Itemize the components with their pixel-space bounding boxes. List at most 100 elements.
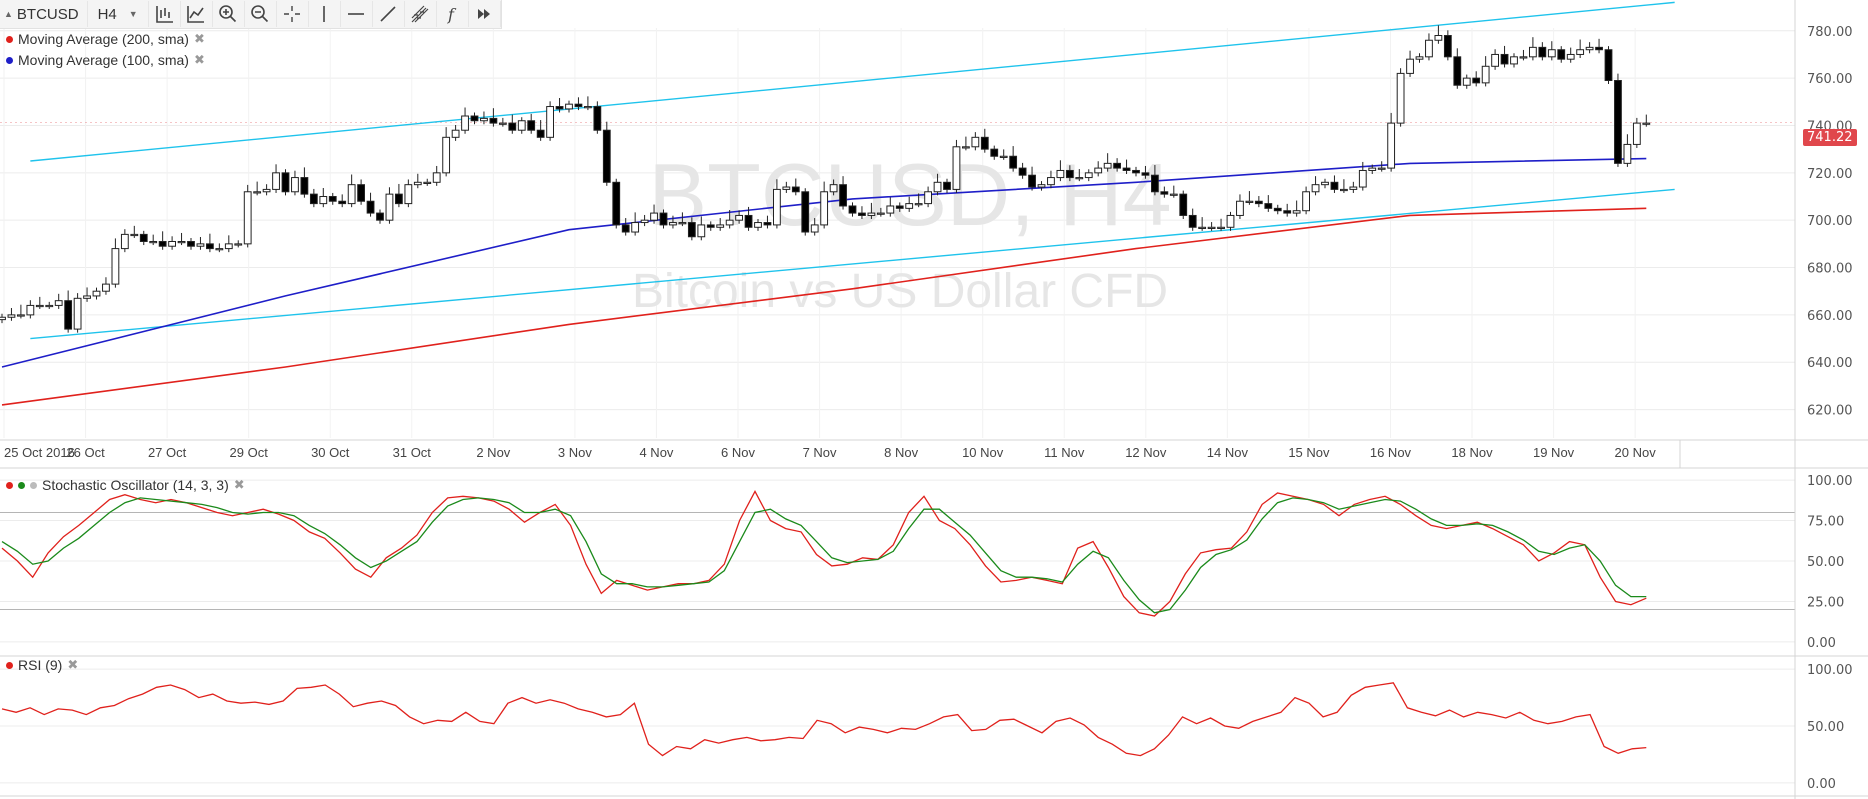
candle-body: [470, 115, 479, 122]
candle-body: [461, 115, 469, 131]
channel-lower-line[interactable]: [30, 188, 1675, 340]
candle-body: [92, 290, 101, 297]
candle-body: [253, 191, 262, 194]
candle-body: [1169, 193, 1178, 196]
candle-body: [1604, 49, 1613, 81]
candle-body: [773, 188, 781, 226]
time-tick-label: 7 Nov: [803, 445, 837, 460]
bar-style-button[interactable]: [149, 1, 181, 27]
pitchfork-button[interactable]: [405, 1, 437, 27]
candle-body: [357, 184, 366, 202]
close-icon[interactable]: ✖: [233, 477, 245, 492]
more-tools-button[interactable]: [469, 1, 501, 27]
crosshair-button[interactable]: [277, 1, 309, 27]
indicators-button[interactable]: [181, 1, 213, 27]
time-tick-label: 31 Oct: [393, 445, 432, 460]
candle-body: [423, 181, 432, 185]
candle-body: [517, 120, 526, 131]
candle-body: [1075, 177, 1084, 180]
legend-stochastic[interactable]: Stochastic Oscillator (14, 3, 3) ✖: [6, 477, 245, 493]
interval-selector[interactable]: H4 ▼: [88, 1, 149, 27]
candle-body: [215, 248, 224, 251]
candle-body: [1132, 169, 1140, 174]
rsi-legend-label: RSI (9): [18, 657, 63, 673]
candle-body: [933, 181, 942, 193]
candle-body: [281, 172, 290, 193]
candle-body: [1576, 49, 1585, 55]
stochastic-legend-label: Stochastic Oscillator (14, 3, 3): [42, 477, 229, 493]
candle-body: [1472, 77, 1481, 84]
stoch-tick-label: 100.00: [1807, 474, 1853, 489]
channel-upper-line[interactable]: [30, 1, 1675, 162]
candle-body: [536, 129, 545, 138]
legend-ma100[interactable]: Moving Average (100, sma) ✖: [6, 52, 205, 68]
candle-body: [858, 212, 866, 216]
close-icon[interactable]: ✖: [193, 52, 205, 67]
time-tick-label: 15 Nov: [1288, 445, 1330, 460]
candle-body: [366, 200, 375, 214]
candle-body: [1462, 77, 1471, 86]
candle-body: [650, 212, 658, 221]
stoch-k-color-dot: [6, 481, 13, 489]
fibonacci-icon: f: [447, 5, 457, 24]
fibonacci-button[interactable]: f: [437, 1, 469, 27]
candle-body: [224, 243, 233, 250]
horizontal-line-icon: [348, 13, 365, 15]
time-tick-label: 3 Nov: [558, 445, 592, 460]
candle-body: [508, 122, 517, 131]
candle-body: [1141, 172, 1150, 176]
candle-body: [1321, 181, 1329, 186]
candle-body: [243, 191, 252, 245]
trend-line-button[interactable]: [373, 1, 405, 27]
candle-body: [1236, 200, 1244, 216]
time-tick-label: 27 Oct: [148, 445, 187, 460]
stoch-level-color-dot: [30, 481, 37, 489]
candle-body: [26, 304, 35, 316]
vertical-line-button[interactable]: [309, 1, 341, 27]
candle-body: [1481, 65, 1490, 84]
zoom-out-button[interactable]: [245, 1, 277, 27]
candle-body: [7, 314, 16, 318]
candle-body: [1529, 46, 1537, 58]
candle-body: [54, 300, 63, 306]
horizontal-line-button[interactable]: [341, 1, 373, 27]
candle-body: [1084, 172, 1093, 179]
candle-body: [376, 212, 384, 221]
time-tick-label: 20 Nov: [1615, 445, 1657, 460]
candle-body: [546, 106, 555, 138]
candle-body: [1377, 167, 1386, 170]
candle-body: [1491, 53, 1499, 67]
candle-body: [1188, 214, 1197, 228]
candle-body: [73, 297, 82, 330]
price-channel[interactable]: [30, 1, 1675, 340]
stoch-d-line: [1, 497, 1647, 614]
close-icon[interactable]: ✖: [67, 657, 79, 672]
candle-body: [111, 248, 120, 285]
rsi-tick-label: 100.00: [1807, 663, 1853, 678]
rsi-tick-label: 0.00: [1807, 777, 1836, 792]
legend-rsi[interactable]: RSI (9) ✖: [6, 657, 78, 673]
price-tick-label: 780.00: [1807, 25, 1853, 40]
candle-body: [234, 243, 243, 246]
legend-ma200[interactable]: Moving Average (200, sma) ✖: [6, 31, 205, 47]
candle-body: [489, 117, 498, 124]
candle-body: [1415, 56, 1424, 60]
close-icon[interactable]: ✖: [193, 31, 205, 46]
candle-body: [621, 224, 630, 233]
symbol-selector[interactable]: ▲ BTCUSD: [0, 1, 88, 27]
candle-body: [451, 129, 460, 138]
candle-body: [338, 200, 347, 205]
candle-body: [990, 148, 999, 157]
caret-icon: ▲: [4, 9, 13, 19]
zoom-in-button[interactable]: [213, 1, 245, 27]
rsi-color-dot: [6, 661, 13, 669]
candlesticks: [0, 25, 1651, 333]
candle-body: [130, 233, 139, 237]
candle-body: [763, 222, 772, 226]
rsi-pane: [1, 682, 1647, 757]
candle-body: [602, 129, 611, 183]
candle-body: [697, 224, 706, 238]
time-tick-label: 29 Oct: [230, 445, 269, 460]
candle-body: [640, 219, 649, 224]
